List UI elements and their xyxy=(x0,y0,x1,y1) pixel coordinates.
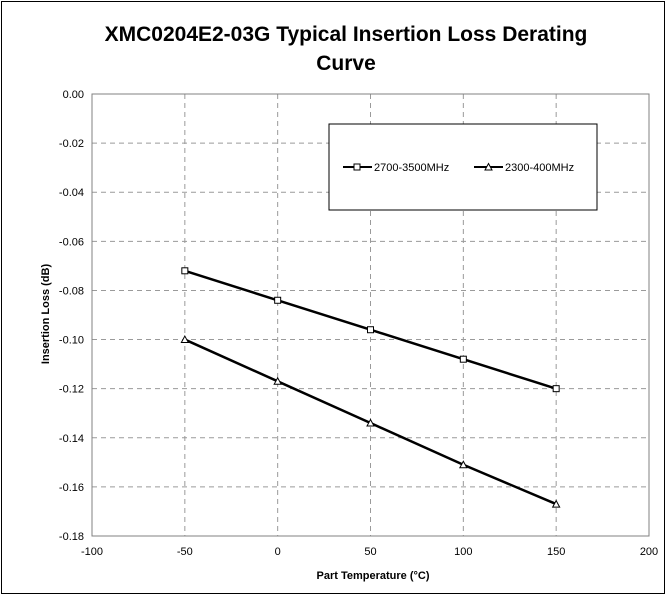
legend-label-1: 2700-3500MHz xyxy=(374,162,449,174)
legend-entry-1: 2700-3500MHz xyxy=(343,162,449,174)
data-point-triangle xyxy=(366,418,375,427)
y-tick-label: -0.02 xyxy=(59,138,84,150)
x-tick-label: -50 xyxy=(177,546,193,558)
legend: 2700-3500MHz 2300-400MHz xyxy=(328,123,598,211)
data-point-square xyxy=(274,296,282,304)
y-tick-label: -0.10 xyxy=(59,335,84,347)
series-group xyxy=(180,267,561,508)
chart-title-line-1: XMC0204E2-03G Typical Insertion Loss Der… xyxy=(105,23,588,46)
data-point-triangle xyxy=(180,335,190,344)
x-tick-label: 150 xyxy=(547,546,565,558)
data-point-triangle xyxy=(458,460,468,469)
plot-area-border xyxy=(91,93,650,537)
x-tick-label: 100 xyxy=(454,546,472,558)
x-tick-label: -100 xyxy=(81,546,103,558)
legend-box xyxy=(328,123,598,211)
data-point-square xyxy=(367,326,374,334)
y-tick-label: -0.14 xyxy=(59,433,84,445)
data-point-square xyxy=(552,385,560,393)
y-tick-label: -0.06 xyxy=(59,236,84,248)
y-axis-label: Insertion Loss (dB) xyxy=(40,264,52,365)
legend-marker-square xyxy=(353,163,361,171)
y-tick-label: 0.00 xyxy=(63,89,84,101)
chart-title-line-2: Curve xyxy=(316,52,376,75)
data-point-square xyxy=(459,355,467,363)
data-point-square xyxy=(181,267,189,275)
y-tick-label: -0.04 xyxy=(59,187,84,199)
data-point-triangle xyxy=(551,499,561,508)
y-tick-label: -0.08 xyxy=(59,285,84,297)
y-tick-label: -0.18 xyxy=(59,531,84,543)
legend-marker-triangle xyxy=(484,162,493,171)
x-axis-label: Part Temperature (°C) xyxy=(317,570,430,582)
data-point-triangle xyxy=(273,376,283,385)
tick-labels: 0.00 -0.02 -0.04 -0.06 -0.08 -0.10 -0.12 -0.14 -… xyxy=(59,89,658,558)
legend-entry-2: 2300-400MHz xyxy=(474,162,574,174)
x-tick-label: 50 xyxy=(364,546,376,558)
x-tick-label: 200 xyxy=(640,546,658,558)
legend-label-2: 2300-400MHz xyxy=(505,162,574,174)
y-tick-label: -0.12 xyxy=(59,384,84,396)
y-tick-label: -0.16 xyxy=(59,482,84,494)
x-tick-label: 0 xyxy=(275,546,281,558)
